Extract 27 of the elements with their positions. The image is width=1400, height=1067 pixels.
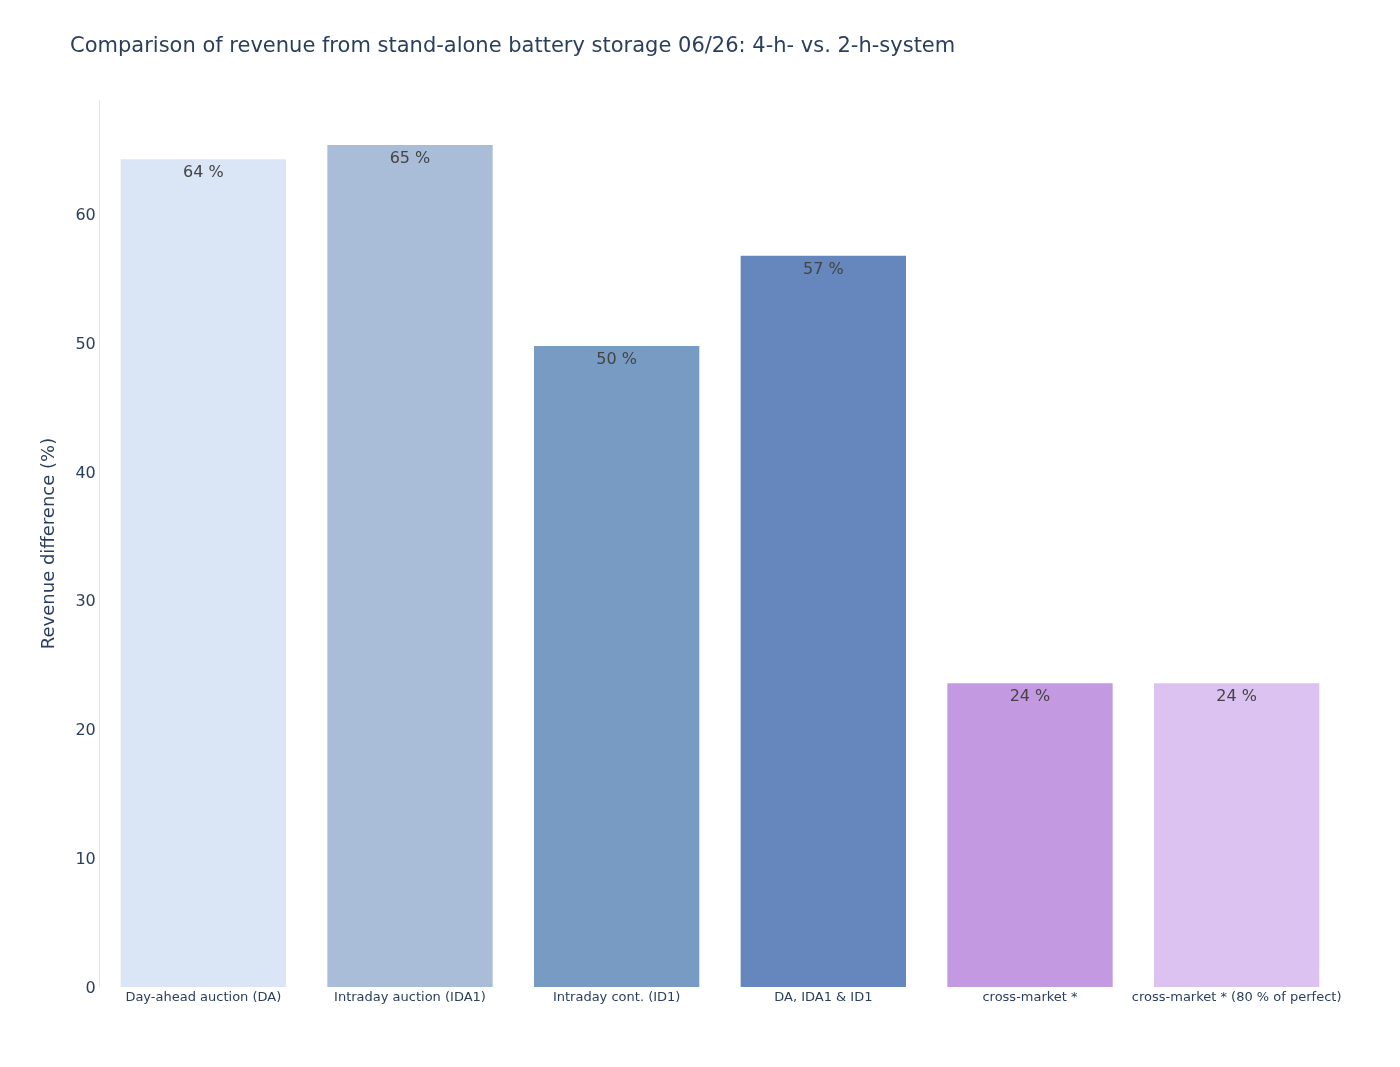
y-tick-label: 0 [85, 977, 96, 997]
x-tick-label: Day-ahead auction (DA) [125, 989, 282, 1004]
x-tick-label: cross-market * (80 % of perfect) [1131, 989, 1342, 1004]
y-tick-label: 20 [75, 720, 96, 740]
data-label: 57 % [803, 258, 844, 278]
y-axis-title: Revenue difference (%) [37, 437, 58, 650]
x-tick-label: DA, IDA1 & ID1 [774, 989, 873, 1004]
x-tick-label: Intraday cont. (ID1) [552, 989, 681, 1004]
bar [740, 255, 906, 987]
bar [1154, 683, 1320, 987]
bar [120, 159, 286, 987]
y-tick-label: 30 [75, 591, 96, 611]
bar [947, 683, 1113, 987]
data-label: 50 % [596, 348, 637, 368]
data-label: 24 % [1009, 686, 1051, 706]
y-tick-label: 10 [75, 848, 96, 868]
y-tick-label: 40 [75, 462, 96, 482]
x-tick-label: cross-market * [982, 989, 1079, 1004]
data-label: 64 % [183, 162, 224, 182]
data-label: 65 % [389, 148, 431, 168]
y-tick-label: 50 [75, 333, 96, 353]
bar [534, 345, 700, 987]
x-tick-label: Intraday auction (IDA1) [334, 989, 486, 1004]
data-label: 24 % [1216, 686, 1257, 706]
chart-title: Comparison of revenue from stand-alone battery storage 06/26: 4-h- vs. 2-h-system [70, 33, 956, 58]
y-tick-label: 60 [75, 205, 96, 225]
bar [327, 145, 493, 987]
